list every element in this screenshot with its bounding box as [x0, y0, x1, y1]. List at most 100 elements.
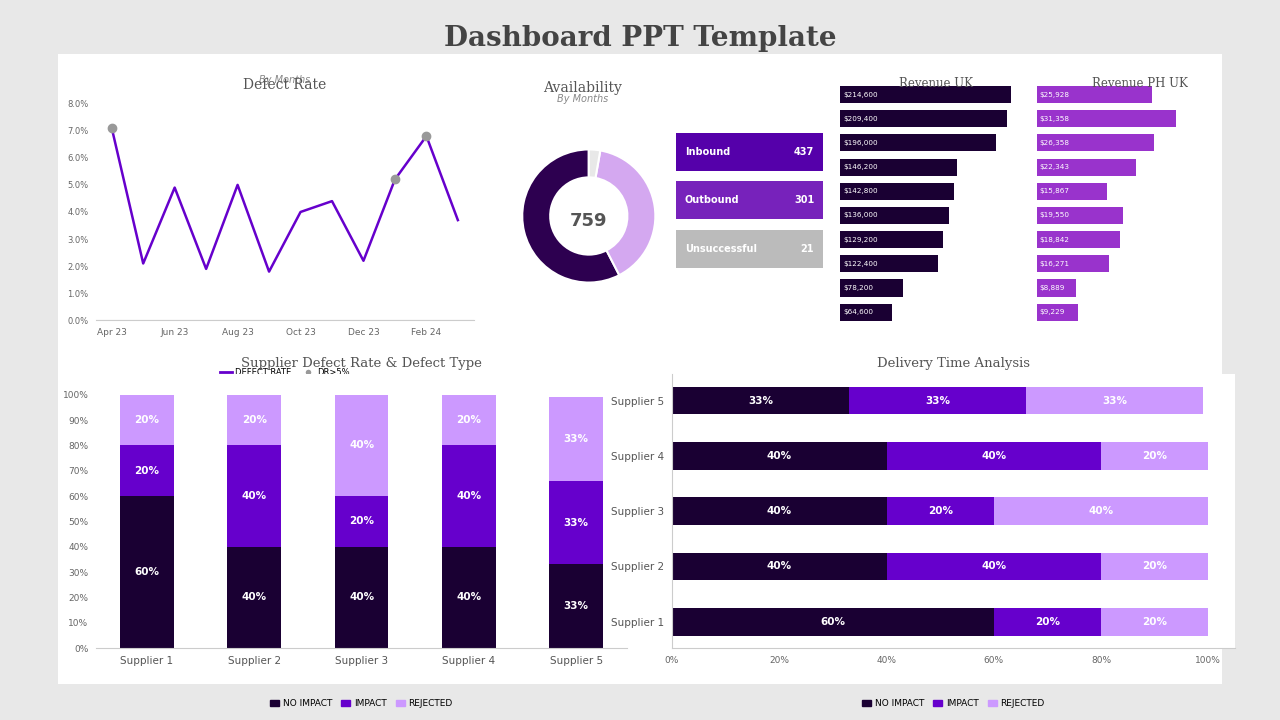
Wedge shape [589, 150, 600, 178]
Text: 40%: 40% [457, 593, 481, 603]
Text: 20%: 20% [134, 415, 160, 425]
Bar [841, 304, 892, 321]
Text: 40%: 40% [242, 593, 266, 603]
Bar [335, 395, 388, 496]
Text: By Months: By Months [557, 94, 608, 104]
Text: 40%: 40% [349, 441, 374, 450]
Text: 20%: 20% [1142, 562, 1167, 572]
Text: 33%: 33% [1102, 396, 1126, 405]
Bar [1037, 231, 1120, 248]
Bar [841, 256, 938, 272]
FancyBboxPatch shape [51, 51, 1229, 687]
Text: $19,550: $19,550 [1039, 212, 1070, 218]
Bar [841, 279, 902, 297]
Text: $18,842: $18,842 [1039, 237, 1070, 243]
Bar [1027, 387, 1203, 415]
Bar [1037, 279, 1076, 297]
Text: $209,400: $209,400 [844, 116, 878, 122]
Bar [549, 564, 603, 648]
Bar [228, 446, 282, 546]
Bar [841, 183, 954, 200]
Text: 20%: 20% [349, 516, 374, 526]
Bar [676, 181, 823, 219]
Text: $8,889: $8,889 [1039, 285, 1065, 291]
Text: 20%: 20% [928, 506, 952, 516]
Text: 759: 759 [570, 212, 608, 230]
Text: Availability: Availability [543, 81, 622, 95]
Text: 40%: 40% [982, 562, 1006, 572]
Bar [841, 110, 1007, 127]
Bar [672, 553, 887, 580]
Bar [887, 498, 993, 525]
Bar [841, 135, 996, 151]
Text: $146,200: $146,200 [844, 164, 878, 170]
Text: 20%: 20% [1142, 451, 1167, 461]
Text: Inbound: Inbound [685, 147, 730, 157]
Text: 21: 21 [801, 243, 814, 253]
Text: $31,358: $31,358 [1039, 116, 1070, 122]
Text: $26,358: $26,358 [1039, 140, 1070, 146]
Bar [676, 132, 823, 171]
Bar [1037, 135, 1153, 151]
Bar [887, 553, 1101, 580]
Text: Revenue PH UK: Revenue PH UK [1092, 77, 1188, 90]
Legend: NO IMPACT, IMPACT, REJECTED: NO IMPACT, IMPACT, REJECTED [266, 696, 457, 712]
Text: 40%: 40% [1088, 506, 1114, 516]
Title: Supplier Defect Rate & Defect Type: Supplier Defect Rate & Defect Type [241, 357, 483, 371]
Bar [1037, 207, 1124, 224]
Text: $9,229: $9,229 [1039, 309, 1065, 315]
Bar [442, 446, 495, 546]
Text: $22,343: $22,343 [1039, 164, 1070, 170]
Bar [1037, 110, 1176, 127]
Text: 40%: 40% [242, 491, 266, 501]
Text: 20%: 20% [1036, 617, 1060, 626]
Bar [120, 395, 174, 446]
Bar [672, 387, 849, 415]
Bar [1037, 86, 1152, 103]
Text: 20%: 20% [1142, 617, 1167, 626]
Bar [120, 446, 174, 496]
Text: $196,000: $196,000 [844, 140, 878, 146]
Bar [1037, 183, 1107, 200]
Text: 40%: 40% [767, 451, 792, 461]
Legend: NO IMPACT, IMPACT, REJECTED: NO IMPACT, IMPACT, REJECTED [859, 696, 1048, 712]
Title: Delivery Time Analysis: Delivery Time Analysis [877, 357, 1030, 371]
Bar [1037, 158, 1135, 176]
Bar [676, 230, 823, 268]
Text: $25,928: $25,928 [1039, 91, 1070, 97]
Bar [1101, 608, 1208, 636]
Bar [841, 207, 948, 224]
Bar [1037, 304, 1078, 321]
Text: 33%: 33% [925, 396, 950, 405]
Title: Defect Rate: Defect Rate [243, 78, 326, 91]
Bar [442, 546, 495, 648]
Bar [228, 395, 282, 446]
Text: 33%: 33% [563, 601, 589, 611]
Wedge shape [595, 150, 655, 275]
Legend: DEFECT RATE, DR>5%: DEFECT RATE, DR>5% [216, 365, 353, 381]
Text: 40%: 40% [349, 593, 374, 603]
Text: 60%: 60% [820, 617, 845, 626]
Bar [672, 442, 887, 469]
Bar [120, 496, 174, 648]
Text: Outbound: Outbound [685, 195, 740, 205]
Bar [335, 546, 388, 648]
Bar [672, 608, 993, 636]
Bar [841, 231, 943, 248]
Text: Dashboard PPT Template: Dashboard PPT Template [444, 25, 836, 53]
Text: 40%: 40% [982, 451, 1006, 461]
Text: 40%: 40% [457, 491, 481, 501]
Text: 33%: 33% [563, 434, 589, 444]
Text: $129,200: $129,200 [844, 237, 878, 243]
Bar [1101, 442, 1208, 469]
Text: By Months: By Months [259, 76, 311, 86]
Text: $136,000: $136,000 [844, 212, 878, 218]
Bar [672, 498, 887, 525]
Text: $16,271: $16,271 [1039, 261, 1070, 267]
Bar [993, 498, 1208, 525]
Text: 40%: 40% [767, 562, 792, 572]
Wedge shape [522, 150, 620, 282]
Text: $78,200: $78,200 [844, 285, 873, 291]
Bar [1037, 256, 1108, 272]
FancyBboxPatch shape [50, 50, 1238, 692]
